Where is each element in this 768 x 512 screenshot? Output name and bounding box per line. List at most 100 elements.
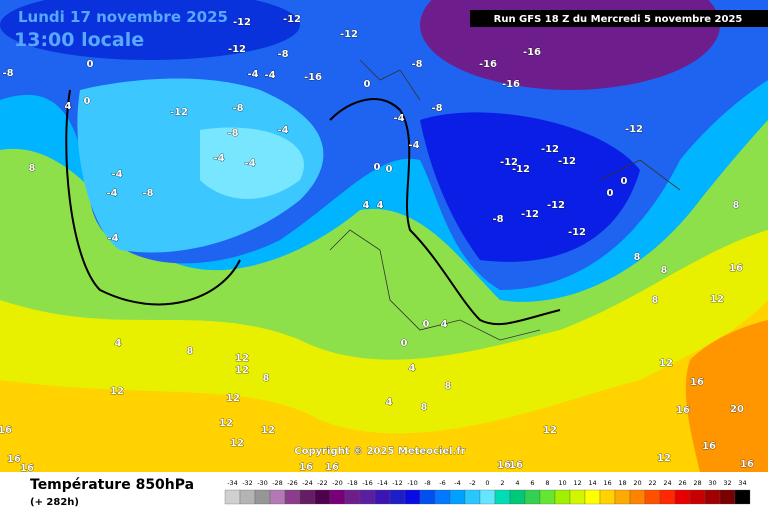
contour-label: 16 xyxy=(676,405,690,416)
scale-label: 24 xyxy=(663,479,671,487)
scale-swatch xyxy=(719,489,736,505)
scale-label: -22 xyxy=(317,479,328,487)
atlantic-core xyxy=(200,127,304,199)
contour-label: 16 xyxy=(509,460,523,471)
contour-label: 0 xyxy=(87,59,94,70)
scale-swatch xyxy=(494,489,511,505)
contour-label: -4 xyxy=(247,69,258,80)
scale-label: 0 xyxy=(485,479,489,487)
contour-label: -8 xyxy=(232,103,243,114)
scale-swatch xyxy=(374,489,391,505)
scale-label: -2 xyxy=(469,479,475,487)
contour-label: 12 xyxy=(543,425,557,436)
scale-label: 14 xyxy=(588,479,596,487)
scale-swatch xyxy=(674,489,691,505)
contour-label: -8 xyxy=(2,68,13,79)
scale-swatch xyxy=(299,489,316,505)
footer-title: Température 850hPa xyxy=(30,477,194,493)
contour-label: 16 xyxy=(729,263,743,274)
contour-label: 4 xyxy=(441,319,448,330)
contour-label: 4 xyxy=(115,338,122,349)
scale-label: -28 xyxy=(272,479,283,487)
contour-label: 8 xyxy=(187,346,194,357)
scale-swatch xyxy=(359,489,376,505)
scale-swatch xyxy=(539,489,556,505)
contour-label: -12 xyxy=(170,107,188,118)
scale-label: 12 xyxy=(573,479,581,487)
contour-label: -16 xyxy=(479,59,497,70)
scale-label: 8 xyxy=(545,479,549,487)
scale-label: -20 xyxy=(332,479,343,487)
map xyxy=(0,0,768,472)
scale-swatch xyxy=(689,489,706,505)
scale-swatch xyxy=(479,489,496,505)
scale-swatch xyxy=(644,489,661,505)
contour-label: 0 xyxy=(364,79,371,90)
contour-label: 12 xyxy=(235,353,249,364)
contour-label: -12 xyxy=(558,156,576,167)
scale-swatch xyxy=(449,489,466,505)
contour-label: -12 xyxy=(625,124,643,135)
contour-label: 8 xyxy=(29,163,36,174)
contour-label: 0 xyxy=(423,319,430,330)
scale-swatch xyxy=(524,489,541,505)
contour-label: -12 xyxy=(500,157,518,168)
scale-label: 30 xyxy=(708,479,716,487)
contour-label: 4 xyxy=(65,101,72,112)
contour-label: 16 xyxy=(702,441,716,452)
scale-swatch xyxy=(284,489,301,505)
scale-label: 6 xyxy=(530,479,534,487)
contour-label: -12 xyxy=(512,164,530,175)
contour-label: 4 xyxy=(377,200,384,211)
contour-label: 0 xyxy=(84,96,91,107)
scale-swatch xyxy=(239,489,256,505)
contour-label: -8 xyxy=(277,49,288,60)
contour-label: 16 xyxy=(740,459,754,470)
contour-label: -16 xyxy=(304,72,322,83)
coastlines xyxy=(329,59,681,341)
contour-label: 12 xyxy=(230,438,244,449)
contour-label: -12 xyxy=(547,200,565,211)
scale-label: -14 xyxy=(377,479,388,487)
scale-label: -32 xyxy=(242,479,253,487)
scale-swatch xyxy=(584,489,601,505)
contour-label: 12 xyxy=(261,425,275,436)
scale-swatch xyxy=(419,489,436,505)
scale-label: -12 xyxy=(392,479,403,487)
contour-label: 4 xyxy=(363,200,370,211)
scale-swatch xyxy=(314,489,331,505)
scale-label: -24 xyxy=(302,479,313,487)
contour-label: 12 xyxy=(219,418,233,429)
scale-label: 32 xyxy=(723,479,731,487)
warmer-zone xyxy=(0,300,768,472)
scale-label: 28 xyxy=(693,479,701,487)
scale-label: 2 xyxy=(500,479,504,487)
scale-swatch xyxy=(224,489,241,505)
scale-swatch xyxy=(554,489,571,505)
scale-label: 16 xyxy=(603,479,611,487)
footer-lead: (+ 282h) xyxy=(30,497,79,508)
contour-label: -8 xyxy=(411,59,422,70)
contour-label: 8 xyxy=(634,252,641,263)
scale-label: 34 xyxy=(738,479,746,487)
contour-label: 16 xyxy=(20,463,34,474)
contour-label: 8 xyxy=(263,373,270,384)
scale-label: -34 xyxy=(227,479,238,487)
contour-label: -8 xyxy=(227,128,238,139)
contour-label: -12 xyxy=(340,29,358,40)
contour-label: -8 xyxy=(431,103,442,114)
contour-label: 16 xyxy=(7,454,21,465)
contour-label: 8 xyxy=(652,295,659,306)
scale-label: -6 xyxy=(439,479,445,487)
contour-label: 0 xyxy=(401,338,408,349)
contour-label: 0 xyxy=(386,164,393,175)
scale-swatch xyxy=(329,489,346,505)
contour-label: 12 xyxy=(110,386,124,397)
contour-label: 20 xyxy=(730,404,744,415)
scale-label: 4 xyxy=(515,479,519,487)
scale-swatch xyxy=(569,489,586,505)
contour-label: -12 xyxy=(233,17,251,28)
contour-label: -4 xyxy=(111,169,122,180)
scale-label: -26 xyxy=(287,479,298,487)
